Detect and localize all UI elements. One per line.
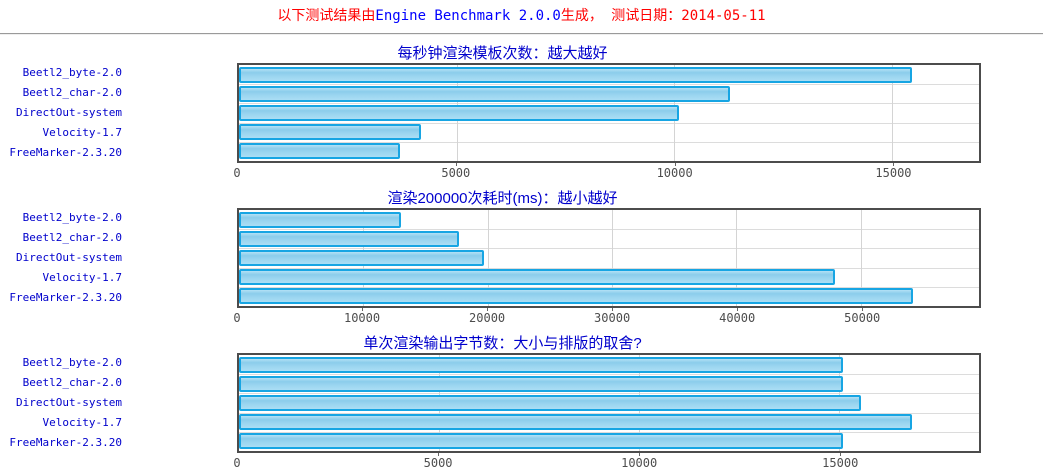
- horizontal-gridline: [239, 84, 979, 86]
- category-axis: Beetl2_byte-2.0 Beetl2_char-2.0 DirectOut-…: [0, 353, 237, 453]
- plot-area: [237, 353, 981, 453]
- vertical-gridline: [487, 210, 489, 306]
- tick-label: 30000: [594, 311, 631, 325]
- tick-label: 10000: [656, 166, 693, 180]
- category-label: FreeMarker-2.3.20: [9, 146, 122, 159]
- bar: [239, 105, 679, 121]
- value-axis: 0 5000 10000 15000: [233, 163, 981, 183]
- category-label: Beetl2_byte-2.0: [22, 356, 122, 369]
- chart-2: 渲染200000次耗时(ms)：越小越好 Beetl2_byte-2.0 Beetl…: [0, 189, 1043, 328]
- category-label: Beetl2_byte-2.0: [22, 211, 122, 224]
- tick-mark: [639, 453, 641, 456]
- tick-label: 10000: [343, 311, 381, 325]
- value-axis: 0 10000 20000 30000 40000 50000: [233, 308, 981, 328]
- bar: [239, 433, 843, 450]
- category-axis: Beetl2_byte-2.0 Beetl2_char-2.0 DirectOut-…: [0, 63, 237, 163]
- tick-label: 0: [233, 456, 241, 470]
- tick-mark: [455, 163, 457, 166]
- horizontal-gridline: [239, 122, 979, 124]
- bar: [239, 230, 460, 247]
- header-prefix-text: 以下测试结果由: [277, 8, 376, 24]
- tick-mark: [840, 453, 842, 456]
- bar: [239, 375, 843, 392]
- horizontal-gridline: [239, 103, 979, 105]
- chart-body: Beetl2_byte-2.0 Beetl2_char-2.0 DirectOut-…: [0, 208, 981, 308]
- vertical-gridline: [612, 210, 614, 306]
- horizontal-gridline: [239, 229, 979, 231]
- horizontal-gridline: [239, 431, 979, 433]
- tick-mark: [862, 308, 864, 311]
- vertical-gridline: [891, 65, 893, 161]
- engine-name-text: Engine Benchmark 2.0.0: [375, 8, 561, 24]
- chart-body: Beetl2_byte-2.0 Beetl2_char-2.0 DirectOut-…: [0, 353, 981, 453]
- bar: [239, 250, 484, 266]
- report-header: 以下测试结果由Engine Benchmark 2.0.0生成， 测试日期：20…: [0, 0, 1043, 26]
- tick-label: 0: [233, 166, 241, 180]
- bar: [239, 211, 401, 228]
- tick-label: 40000: [719, 311, 756, 325]
- category-label: Velocity-1.7: [42, 126, 122, 139]
- chart-body: Beetl2_byte-2.0 Beetl2_char-2.0 DirectOut-…: [0, 63, 981, 163]
- category-label: DirectOut-system: [16, 251, 122, 264]
- chart-title: 每秒钟渲染模板次数：越大越好: [397, 45, 608, 62]
- tick-mark: [893, 163, 895, 166]
- chart-3: 单次渲染输出字节数：大小与排版的取舍? Beetl2_byte-2.0 Beetl2…: [0, 334, 1043, 473]
- bar: [239, 288, 914, 305]
- tick-label: 5000: [423, 456, 453, 470]
- bar: [239, 85, 731, 102]
- vertical-gridline: [860, 210, 862, 306]
- tick-mark: [362, 308, 364, 311]
- tick-label: 0: [233, 311, 241, 325]
- horizontal-gridline: [239, 141, 979, 143]
- tick-label: 10000: [621, 456, 658, 470]
- charts-container: 每秒钟渲染模板次数：越大越好 Beetl2_byte-2.0 Beetl2_char…: [0, 44, 1043, 473]
- tick-label: 20000: [469, 311, 506, 325]
- bar: [239, 356, 843, 373]
- category-label: Velocity-1.7: [42, 271, 122, 284]
- tick-mark: [487, 308, 489, 311]
- horizontal-gridline: [239, 374, 979, 376]
- category-label: DirectOut-system: [16, 396, 122, 409]
- horizontal-gridline: [239, 286, 979, 288]
- chart-title: 单次渲染输出字节数：大小与排版的取舍?: [363, 335, 642, 352]
- tick-label: 15000: [822, 456, 859, 470]
- header-divider: [0, 33, 1043, 35]
- tick-mark: [737, 308, 739, 311]
- category-label: Velocity-1.7: [42, 416, 122, 429]
- plot-area: [237, 63, 981, 163]
- category-label: Beetl2_char-2.0: [22, 86, 122, 99]
- plot-area: [237, 208, 981, 308]
- horizontal-gridline: [239, 248, 979, 250]
- tick-label: 15000: [875, 166, 912, 180]
- chart-title: 渲染200000次耗时(ms)：越小越好: [387, 190, 618, 207]
- category-label: Beetl2_char-2.0: [22, 231, 122, 244]
- bar: [239, 124, 421, 141]
- category-label: FreeMarker-2.3.20: [9, 436, 122, 449]
- tick-mark: [438, 453, 440, 456]
- tick-label: 5000: [441, 166, 471, 180]
- tick-label: 50000: [844, 311, 881, 325]
- tick-mark: [612, 308, 614, 311]
- vertical-gridline: [736, 210, 738, 306]
- category-label: DirectOut-system: [16, 106, 122, 119]
- bar: [239, 66, 912, 83]
- value-axis: 0 5000 10000 15000: [233, 453, 981, 473]
- horizontal-gridline: [239, 267, 979, 269]
- bar: [239, 414, 913, 431]
- horizontal-gridline: [239, 393, 979, 395]
- bar: [239, 395, 861, 411]
- chart-1: 每秒钟渲染模板次数：越大越好 Beetl2_byte-2.0 Beetl2_char…: [0, 44, 1043, 183]
- bar: [239, 269, 835, 286]
- category-label: Beetl2_char-2.0: [22, 376, 122, 389]
- category-label: Beetl2_byte-2.0: [22, 66, 122, 79]
- category-axis: Beetl2_byte-2.0 Beetl2_char-2.0 DirectOut-…: [0, 208, 237, 308]
- horizontal-gridline: [239, 412, 979, 414]
- bar: [239, 143, 400, 160]
- header-suffix-text: 生成， 测试日期：2014-05-11: [560, 8, 766, 24]
- category-label: FreeMarker-2.3.20: [9, 291, 122, 304]
- tick-mark: [674, 163, 676, 166]
